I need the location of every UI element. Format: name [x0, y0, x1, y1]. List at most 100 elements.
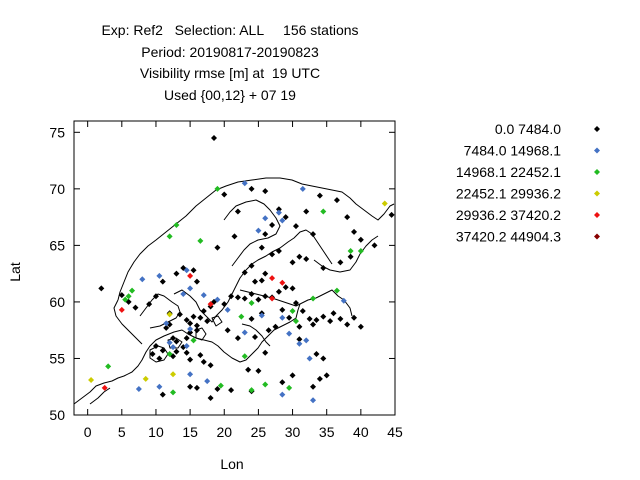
title-line-1: Exp: Ref2 Selection: ALL 156 stations [101, 22, 359, 38]
station-point [139, 276, 146, 283]
station-point [262, 215, 269, 222]
station-point [299, 307, 306, 314]
y-tick-label: 75 [49, 124, 65, 140]
station-point [190, 337, 197, 344]
station-point [241, 353, 248, 360]
station-point [101, 384, 108, 391]
station-point [262, 188, 269, 195]
station-point [286, 384, 293, 391]
station-point [347, 248, 354, 255]
x-tick-label: 25 [251, 424, 267, 440]
station-point [344, 214, 351, 221]
station-point [183, 343, 190, 350]
station-point [156, 355, 163, 362]
station-point [262, 381, 269, 388]
station-point [296, 253, 303, 260]
station-point [187, 383, 194, 390]
station-point [258, 244, 265, 251]
station-point [187, 356, 194, 363]
station-point [306, 355, 313, 362]
station-point [337, 259, 344, 266]
station-point [118, 292, 125, 299]
station-point [279, 279, 286, 286]
station-point [214, 244, 221, 251]
station-point [166, 339, 173, 346]
station-point [193, 322, 200, 329]
station-point [193, 327, 200, 334]
station-point [190, 313, 197, 320]
station-point [234, 294, 241, 301]
station-point [357, 248, 364, 255]
station-point [197, 237, 204, 244]
station-point [224, 327, 231, 334]
station-point [289, 372, 296, 379]
station-point [337, 315, 344, 322]
station-point [187, 371, 194, 378]
station-point [323, 372, 330, 379]
station-point [282, 214, 289, 221]
legend-marker [594, 126, 600, 132]
station-point [224, 306, 231, 313]
station-point [241, 329, 248, 336]
station-point [241, 295, 248, 302]
station-point [241, 269, 248, 276]
station-point [292, 300, 299, 307]
station-point [296, 336, 303, 343]
x-tick-label: 30 [285, 424, 301, 440]
station-point [303, 337, 310, 344]
station-point [275, 288, 282, 295]
station-point [176, 311, 183, 318]
station-point [132, 304, 139, 311]
station-point [207, 395, 214, 402]
station-point [310, 321, 317, 328]
station-point [310, 295, 317, 302]
station-point [340, 297, 347, 304]
station-point [163, 324, 170, 331]
station-point [292, 223, 299, 230]
y-tick-label: 70 [49, 181, 65, 197]
station-point [146, 301, 153, 308]
legend-marker [594, 169, 600, 175]
station-point [251, 333, 258, 340]
station-point [248, 300, 255, 307]
station-point [156, 383, 163, 390]
station-point [289, 285, 296, 292]
legend-label: 14968.1 22452.1 [456, 164, 561, 180]
station-point [316, 375, 323, 382]
station-point [125, 293, 132, 300]
station-point [173, 222, 180, 229]
station-point [303, 255, 310, 262]
station-point [316, 192, 323, 199]
station-point [193, 384, 200, 391]
station-point [330, 310, 337, 317]
station-point [279, 306, 286, 313]
station-point [357, 236, 364, 243]
title-line-3: Visibility rmse [m] at 19 UTC [139, 65, 321, 81]
station-point [245, 366, 252, 373]
station-point [187, 326, 194, 333]
station-point [197, 352, 204, 359]
y-tick-label: 65 [49, 237, 65, 253]
station-point [207, 301, 214, 308]
y-axis-label: Lat [7, 262, 23, 282]
x-tick-label: 0 [84, 424, 92, 440]
station-point [279, 314, 286, 321]
station-point [241, 180, 248, 187]
legend-marker [594, 147, 600, 154]
station-point [258, 312, 265, 319]
station-point [333, 197, 340, 204]
station-point [248, 262, 255, 269]
station-point [313, 350, 320, 357]
station-point [173, 338, 180, 345]
station-point [262, 349, 269, 356]
legend-marker [594, 190, 600, 197]
title-line-2: Period: 20190817-20190823 [141, 43, 319, 60]
station-point [258, 277, 265, 284]
station-point [248, 291, 255, 298]
legend-label: 22452.1 29936.2 [456, 186, 561, 202]
station-point [251, 278, 258, 285]
station-point [234, 335, 241, 342]
station-point [231, 233, 238, 240]
station-point [275, 209, 282, 216]
